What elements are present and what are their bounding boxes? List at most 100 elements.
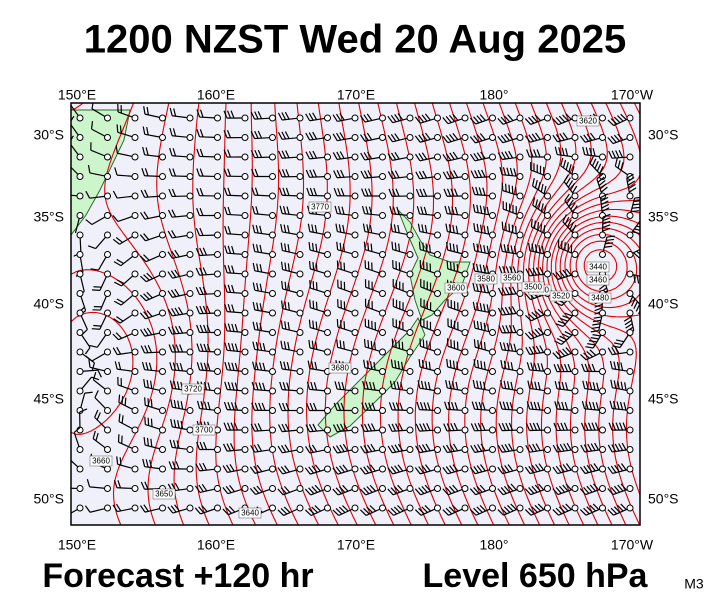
barb-staff — [585, 488, 600, 496]
barb-feather — [308, 112, 314, 121]
barb-station — [214, 348, 221, 356]
barb-feather — [252, 301, 256, 310]
barb-feather — [418, 507, 425, 515]
wind-barb — [472, 379, 496, 395]
barb-station — [379, 426, 386, 434]
barb-feather — [168, 188, 173, 197]
barb-station — [379, 465, 386, 473]
barb-station — [104, 192, 111, 200]
barb-station — [599, 368, 606, 375]
wind-barb — [309, 280, 331, 297]
barb-staff — [144, 444, 160, 450]
barb-feather — [501, 182, 504, 191]
barb-feather — [227, 342, 232, 351]
barb-feather — [336, 169, 342, 178]
barb-feather — [255, 225, 259, 234]
barb-staff — [529, 137, 545, 143]
barb-feather — [582, 146, 586, 155]
wind-barb — [222, 484, 249, 495]
barb-staff — [502, 488, 518, 496]
barb-feather — [91, 362, 95, 371]
barb-station — [571, 309, 579, 317]
barb-feather — [167, 209, 173, 218]
wind-barb — [140, 211, 166, 220]
wind-barb — [364, 298, 386, 317]
barb-feather — [445, 379, 448, 389]
barb-staff — [446, 429, 463, 432]
barb-feather — [566, 196, 572, 204]
wind-barb — [609, 360, 634, 375]
barb-feather — [172, 128, 177, 137]
barb-feather — [532, 346, 538, 354]
barb-feather — [202, 267, 208, 275]
barb-feather — [587, 422, 593, 431]
barb-feather — [442, 171, 448, 180]
wind-barb — [442, 132, 469, 144]
barb-feather — [535, 267, 541, 276]
barb-feather — [85, 355, 93, 362]
barb-feather — [284, 262, 287, 271]
barb-station — [76, 504, 84, 512]
barb-feather — [422, 170, 428, 179]
barb-station — [104, 114, 111, 122]
barb-feather — [502, 167, 507, 176]
barb-feather — [501, 422, 507, 431]
barb-staff — [90, 149, 105, 157]
barb-station — [571, 212, 579, 219]
wind-barb — [332, 423, 359, 434]
wind-barb — [140, 327, 166, 337]
barb-feather — [524, 118, 532, 125]
barb-station — [626, 329, 634, 336]
barb-staff — [530, 293, 545, 301]
barb-feather — [478, 187, 483, 196]
barb-station — [76, 446, 84, 453]
barb-feather — [339, 113, 345, 121]
barb-staff — [91, 352, 106, 362]
wind-barb — [277, 485, 304, 496]
barb-station — [241, 426, 249, 434]
barb-station — [296, 290, 304, 297]
barb-feather — [174, 504, 180, 512]
barb-station — [104, 270, 111, 278]
barb-feather — [503, 506, 511, 513]
barb-feather — [337, 381, 342, 390]
wind-barb — [196, 343, 221, 356]
barb-feather — [446, 241, 449, 251]
barb-feather — [173, 399, 177, 408]
barb-feather — [360, 424, 366, 432]
barb-station — [406, 329, 414, 336]
wind-barb — [90, 121, 111, 141]
barb-station — [214, 114, 221, 122]
wind-barb — [525, 308, 551, 322]
wind-barb — [387, 170, 414, 180]
barb-feather — [281, 112, 287, 120]
barb-station — [131, 134, 139, 141]
barb-feather — [443, 423, 448, 432]
barb-feather — [88, 359, 91, 368]
barb-feather — [589, 484, 596, 492]
wind-barb — [414, 504, 441, 516]
barb-feather — [230, 422, 235, 431]
wind-barb — [472, 242, 496, 258]
barb-feather — [601, 203, 610, 209]
barb-feather — [171, 188, 177, 197]
barb-feather — [363, 423, 369, 432]
barb-feather — [602, 227, 611, 232]
barb-station — [379, 368, 386, 375]
barb-feather — [145, 459, 149, 468]
wind-barb — [415, 443, 441, 454]
barb-feather — [231, 304, 235, 313]
barb-feather — [594, 307, 603, 312]
barb-feather — [531, 133, 538, 141]
barb-feather — [497, 117, 504, 125]
barb-staff — [337, 249, 353, 255]
wind-barb — [169, 147, 194, 161]
barb-staff — [392, 118, 408, 124]
barb-feather — [607, 119, 615, 127]
barb-feather — [394, 360, 397, 369]
barb-station — [269, 329, 276, 336]
barb-feather — [555, 117, 562, 124]
barb-feather — [623, 316, 632, 322]
wind-barb — [612, 329, 634, 349]
barb-feather — [222, 486, 229, 495]
